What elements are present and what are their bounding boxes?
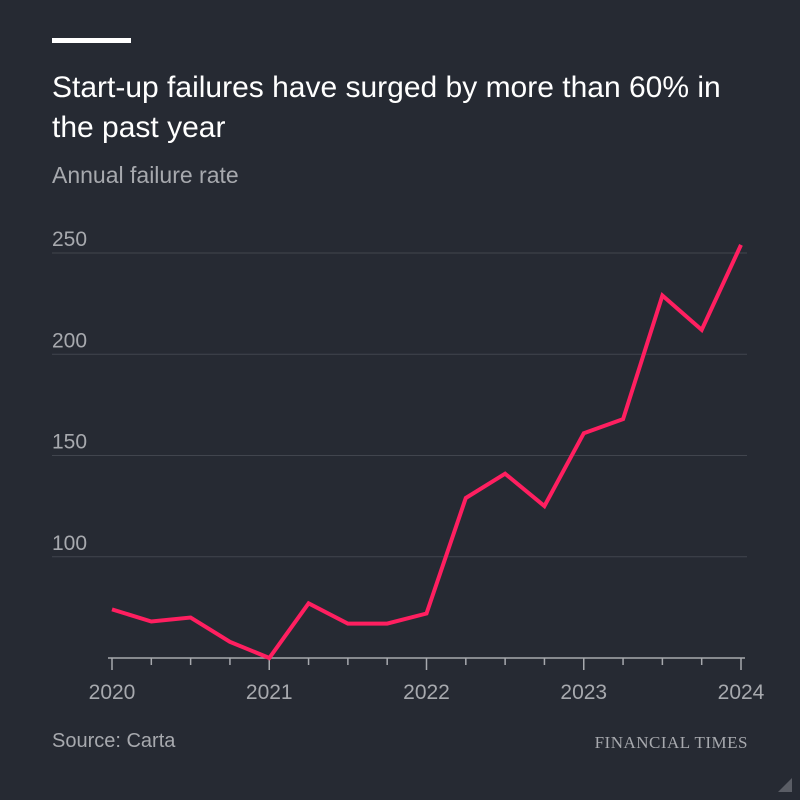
source-note: Source: Carta [52,730,176,752]
x-tick-label: 2023 [560,681,607,704]
data-point [425,611,429,615]
x-tick-label: 2020 [89,681,136,704]
chart-subtitle: Annual failure rate [52,162,239,188]
y-tick-label: 250 [52,228,87,251]
data-point [621,417,625,421]
data-point [700,328,704,332]
corner-fold-icon [778,778,792,792]
data-point [228,640,232,644]
data-point [582,431,586,435]
data-point [307,601,311,605]
data-point [346,622,350,626]
chart-title: Start-up failures have surged by more th… [52,71,721,144]
y-tick-label: 150 [52,431,87,454]
series-line [111,244,743,661]
data-point [110,607,114,611]
x-tick-label: 2024 [718,681,765,704]
data-point [503,472,507,476]
data-point [149,620,153,624]
y-tick-label: 100 [52,532,87,555]
data-point [660,294,664,298]
data-point [464,496,468,500]
title-accent-rule [52,38,131,43]
data-point [385,622,389,626]
x-tick-label: 2022 [403,681,450,704]
data-point [739,243,743,247]
publisher-wordmark: FINANCIAL TIMES [594,733,748,752]
data-point [189,616,193,620]
y-tick-label: 200 [52,329,87,352]
data-point [542,504,546,508]
x-tick-label: 2021 [246,681,293,704]
data-point [267,656,271,660]
